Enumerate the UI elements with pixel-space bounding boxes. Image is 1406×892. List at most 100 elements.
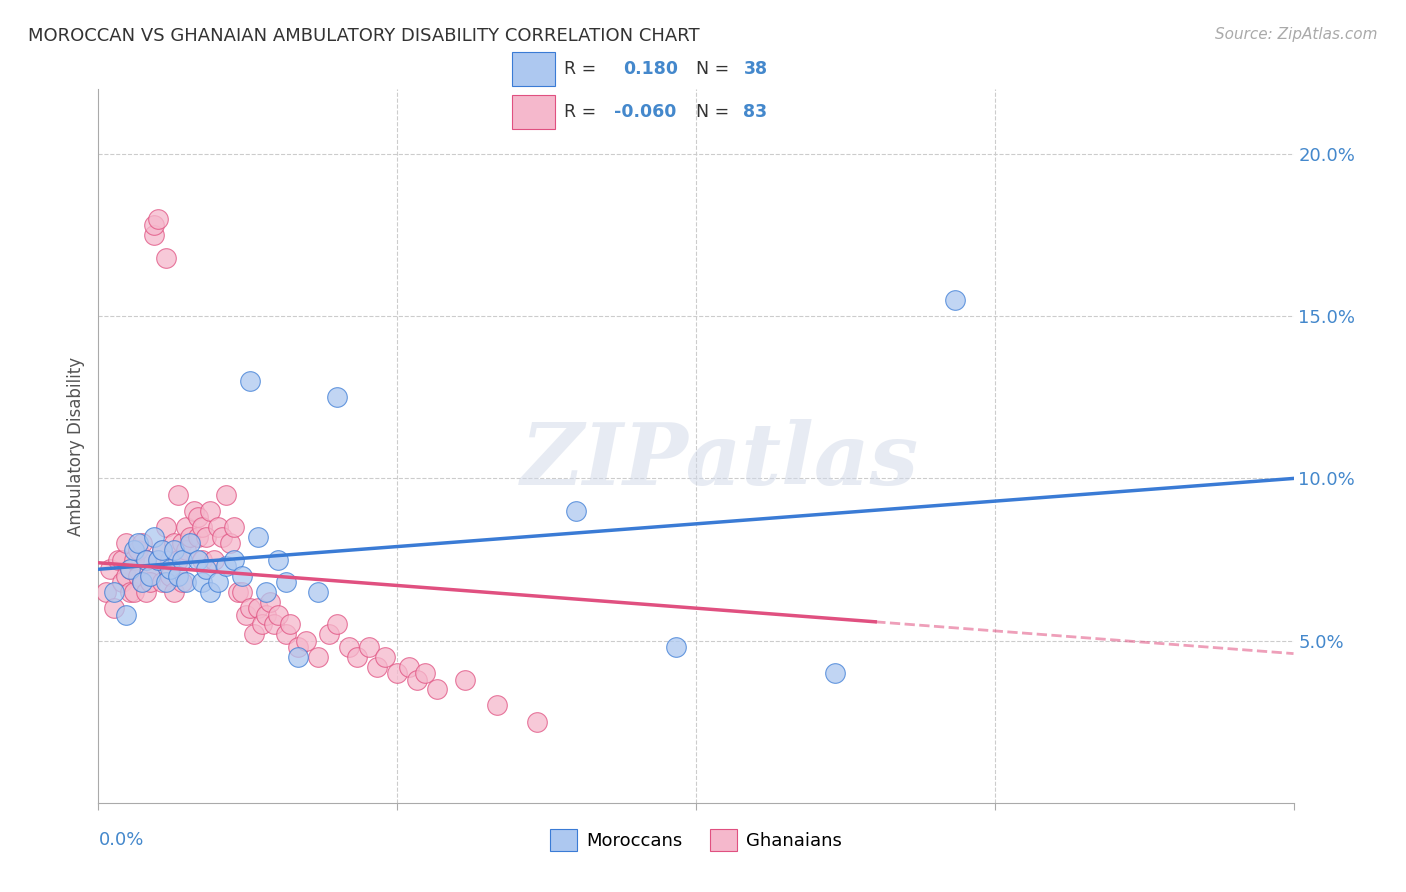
Point — [127, 536, 149, 550]
Point — [287, 640, 309, 654]
Point — [274, 575, 297, 590]
Point — [143, 219, 166, 233]
Point — [259, 595, 281, 609]
Point — [326, 390, 349, 404]
Point — [250, 617, 273, 632]
Point — [155, 251, 177, 265]
Point — [413, 666, 436, 681]
Point — [215, 559, 238, 574]
Point — [120, 562, 142, 576]
Point — [359, 640, 381, 654]
Point — [211, 530, 233, 544]
Point — [115, 607, 138, 622]
Point — [226, 585, 249, 599]
Text: Source: ZipAtlas.com: Source: ZipAtlas.com — [1215, 27, 1378, 42]
Point — [191, 575, 214, 590]
Point — [207, 575, 229, 590]
Bar — [512, 95, 555, 129]
Point — [222, 520, 245, 534]
Point — [307, 649, 329, 664]
Point — [179, 530, 201, 544]
Point — [246, 601, 269, 615]
Point — [231, 568, 253, 582]
Point — [263, 617, 285, 632]
Point — [139, 568, 162, 582]
Point — [172, 575, 194, 590]
Point — [485, 698, 508, 713]
Point — [135, 585, 157, 599]
Point — [174, 520, 197, 534]
Point — [120, 585, 142, 599]
Point — [159, 562, 181, 576]
Point — [198, 585, 221, 599]
Point — [148, 552, 170, 566]
Point — [326, 617, 349, 632]
Point — [139, 568, 162, 582]
Point — [374, 649, 396, 664]
Point — [398, 659, 420, 673]
Point — [239, 601, 262, 615]
Point — [254, 585, 277, 599]
Point — [454, 673, 477, 687]
Point — [111, 575, 134, 590]
Point — [183, 504, 205, 518]
Point — [406, 673, 429, 687]
Point — [243, 627, 266, 641]
Point — [366, 659, 388, 673]
Point — [159, 568, 181, 582]
Point — [167, 488, 190, 502]
Point — [103, 585, 125, 599]
Point — [150, 542, 173, 557]
Point — [96, 585, 118, 599]
Text: R =: R = — [564, 103, 602, 121]
Point — [111, 552, 134, 566]
Point — [307, 585, 329, 599]
Point — [139, 575, 162, 590]
Point — [167, 568, 190, 582]
Point — [195, 562, 218, 576]
Point — [163, 536, 186, 550]
Legend: Moroccans, Ghanaians: Moroccans, Ghanaians — [543, 822, 849, 858]
Point — [131, 536, 153, 550]
Point — [124, 542, 146, 557]
Point — [339, 640, 361, 654]
Text: 83: 83 — [744, 103, 768, 121]
Point — [135, 552, 157, 566]
Text: MOROCCAN VS GHANAIAN AMBULATORY DISABILITY CORRELATION CHART: MOROCCAN VS GHANAIAN AMBULATORY DISABILI… — [28, 27, 700, 45]
Point — [155, 575, 177, 590]
Point — [124, 552, 146, 566]
Point — [187, 510, 209, 524]
Point — [167, 552, 190, 566]
Point — [107, 552, 129, 566]
Point — [222, 552, 245, 566]
Text: 38: 38 — [744, 60, 768, 78]
Point — [426, 682, 449, 697]
Point — [254, 607, 277, 622]
Point — [187, 552, 209, 566]
Point — [150, 542, 173, 557]
Point — [943, 293, 966, 307]
Point — [115, 568, 138, 582]
Point — [346, 649, 368, 664]
Point — [278, 617, 301, 632]
Point — [187, 530, 209, 544]
Point — [143, 228, 166, 243]
Point — [191, 520, 214, 534]
Point — [287, 649, 309, 664]
Text: 0.0%: 0.0% — [98, 831, 143, 849]
Point — [135, 552, 157, 566]
Point — [115, 536, 138, 550]
Point — [155, 520, 177, 534]
Point — [131, 575, 153, 590]
Text: 0.180: 0.180 — [623, 60, 678, 78]
Point — [148, 552, 170, 566]
Point — [127, 568, 149, 582]
Point — [124, 585, 146, 599]
Point — [191, 552, 214, 566]
Point — [174, 542, 197, 557]
Point — [385, 666, 409, 681]
Y-axis label: Ambulatory Disability: Ambulatory Disability — [66, 357, 84, 535]
Point — [159, 552, 181, 566]
Point — [143, 530, 166, 544]
Text: R =: R = — [564, 60, 607, 78]
